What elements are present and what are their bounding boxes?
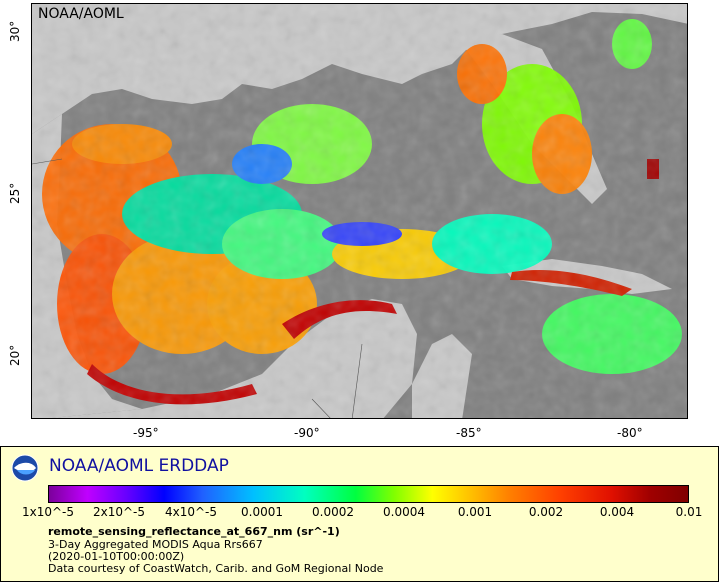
map-credit: NOAA/AOML <box>38 6 124 22</box>
colorbar-tick: 0.001 <box>457 505 493 519</box>
lon-label-95: -95° <box>133 426 159 440</box>
legend-panel: NOAA/AOML ERDDAP 1x10^-5 2x10^-5 4x10^-5… <box>0 446 719 582</box>
data-courtesy: Data courtesy of CoastWatch, Carib. and … <box>48 562 384 575</box>
lat-label-20: 20° <box>8 344 22 366</box>
colorbar-tick: 1x10^-5 <box>21 505 75 519</box>
lon-label-85: -85° <box>456 426 482 440</box>
map-area: NOAA/AOML <box>31 3 688 419</box>
lat-label-30: 30° <box>8 20 22 42</box>
dataset-title: 3-Day Aggregated MODIS Aqua Rrs667 <box>48 538 263 551</box>
lat-label-25: 25° <box>8 182 22 204</box>
reflectance-map <box>32 4 687 418</box>
colorbar-tick: 0.01 <box>675 505 703 519</box>
colorbar-tick: 2x10^-5 <box>92 505 146 519</box>
noaa-logo-icon <box>11 454 39 482</box>
colorbar-tick: 0.0004 <box>383 505 425 519</box>
colorbar-tick: 0.0001 <box>241 505 283 519</box>
colorbar-tick: 4x10^-5 <box>164 505 218 519</box>
colorbar-tick: 0.002 <box>528 505 564 519</box>
legend-title: NOAA/AOML ERDDAP <box>49 456 229 476</box>
colorbar <box>48 485 689 503</box>
variable-name: remote_sensing_reflectance_at_667_nm (sr… <box>48 525 340 538</box>
colorbar-tick: 0.004 <box>599 505 635 519</box>
colorbar-tick: 0.0002 <box>312 505 354 519</box>
lon-label-90: -90° <box>294 426 320 440</box>
lon-label-80: -80° <box>617 426 643 440</box>
time-stamp: (2020-01-10T00:00:00Z) <box>48 550 185 563</box>
